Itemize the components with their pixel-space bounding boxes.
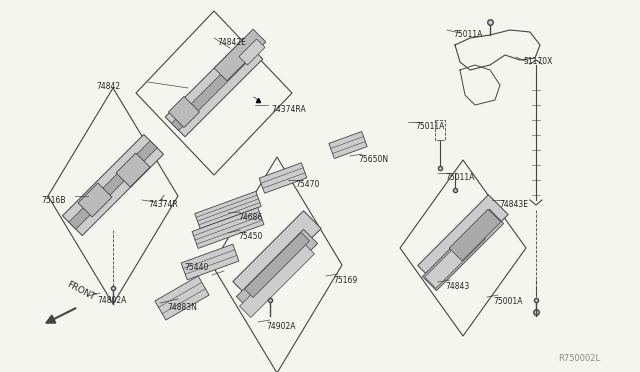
Bar [236,230,317,311]
Bar [168,96,200,128]
Bar [418,195,508,285]
Bar [214,29,266,81]
Bar [181,244,239,280]
Bar [195,191,261,229]
Bar [78,183,112,217]
Bar [239,243,314,317]
Text: 74802A: 74802A [97,296,126,305]
Bar [424,228,485,288]
Text: 75470: 75470 [295,180,319,189]
Text: 7516B: 7516B [41,196,65,205]
Text: 75001A: 75001A [493,297,522,306]
Bar [165,39,263,137]
Text: 74902A: 74902A [266,322,296,331]
Bar [155,276,209,320]
Text: 74374RA: 74374RA [271,105,306,114]
Text: 74843E: 74843E [499,200,528,209]
Bar [69,141,157,229]
Text: 75011A: 75011A [453,30,483,39]
Text: 74374R: 74374R [148,200,178,209]
Text: 75650N: 75650N [358,155,388,164]
Text: 75011A: 75011A [415,122,444,131]
Text: 74842: 74842 [96,82,120,91]
Bar [259,163,307,193]
Text: 74883N: 74883N [167,303,197,312]
Text: 75169: 75169 [333,276,357,285]
Text: 74686: 74686 [238,213,262,222]
Text: 75450: 75450 [238,232,262,241]
Bar [233,211,321,299]
Text: 74842E: 74842E [217,38,246,47]
Text: 75011A: 75011A [445,173,474,182]
Text: 75440: 75440 [184,263,209,272]
Bar [192,208,264,248]
Text: 51170X: 51170X [523,57,552,66]
Bar [172,46,257,131]
Text: 74843: 74843 [445,282,469,291]
Bar [244,232,310,298]
Bar [63,134,164,235]
Bar [239,39,265,65]
Bar [449,209,501,261]
Bar [329,131,367,158]
Bar [422,209,504,291]
Text: R750002L: R750002L [558,354,600,363]
Bar [116,153,150,187]
Text: FRONT: FRONT [65,280,96,302]
